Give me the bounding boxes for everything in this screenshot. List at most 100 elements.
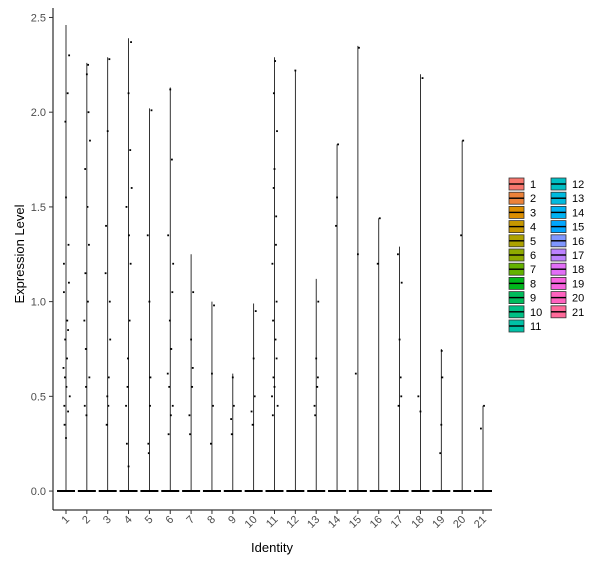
data-point — [313, 404, 316, 407]
data-point — [83, 404, 86, 407]
data-point — [147, 442, 150, 445]
data-point — [107, 376, 110, 379]
data-point — [272, 376, 275, 379]
violin-group — [474, 404, 492, 493]
data-point — [230, 418, 233, 420]
data-point — [275, 243, 277, 246]
data-point — [125, 404, 127, 407]
legend-label: 2 — [530, 193, 536, 205]
x-tick-label: 16 — [368, 514, 385, 531]
data-point — [275, 357, 278, 360]
data-point — [85, 385, 87, 388]
data-point — [251, 423, 254, 426]
violin-group — [182, 254, 201, 493]
violin-group — [119, 38, 138, 493]
violin-group — [140, 108, 159, 493]
data-point — [111, 490, 113, 492]
data-point — [125, 442, 128, 445]
data-point — [480, 427, 482, 430]
data-point — [361, 490, 363, 492]
legend-item: 6 — [508, 248, 536, 262]
data-point — [421, 77, 424, 79]
data-point — [192, 291, 195, 294]
data-point — [129, 262, 132, 265]
data-point — [105, 224, 107, 227]
x-tick-label: 20 — [451, 514, 468, 531]
x-tick-label: 18 — [409, 514, 426, 531]
data-point — [67, 329, 69, 331]
data-point — [382, 490, 384, 492]
data-point — [317, 300, 320, 303]
x-tick-label: 12 — [284, 514, 301, 531]
data-point — [256, 490, 259, 492]
data-point — [354, 372, 357, 375]
data-point — [68, 54, 71, 57]
data-point — [274, 60, 277, 62]
legend-label: 11 — [530, 321, 541, 333]
x-axis-title: Identity — [251, 540, 293, 555]
data-point — [89, 139, 91, 142]
legend-label: 4 — [530, 222, 536, 234]
legend-item: 9 — [508, 291, 536, 305]
data-point — [319, 490, 322, 492]
data-point — [171, 158, 173, 161]
data-point — [271, 395, 273, 398]
legend-item: 2 — [508, 191, 536, 205]
data-point — [68, 395, 71, 398]
legend-label: 9 — [530, 293, 536, 305]
data-point — [213, 304, 215, 307]
data-point — [167, 234, 170, 237]
legend-label: 20 — [572, 293, 584, 305]
data-point — [105, 423, 108, 426]
data-point — [90, 490, 92, 492]
data-point — [337, 143, 339, 146]
y-tick-label: 2.5 — [31, 12, 46, 24]
x-tick-label: 3 — [101, 514, 114, 527]
data-point — [126, 385, 129, 388]
data-point — [298, 490, 301, 492]
legend-item: 12 — [550, 177, 584, 191]
data-point — [63, 423, 66, 426]
data-point — [253, 395, 256, 398]
data-point — [146, 234, 149, 237]
data-point — [376, 262, 379, 265]
data-point — [211, 372, 213, 375]
data-point — [423, 490, 426, 492]
legend-label: 16 — [572, 236, 584, 248]
data-point — [194, 490, 197, 492]
violin-group — [57, 25, 75, 493]
data-point — [483, 404, 485, 407]
violin-group — [77, 62, 96, 493]
data-point — [191, 367, 194, 369]
legend-item: 3 — [508, 205, 536, 219]
data-point — [397, 404, 400, 407]
data-point — [130, 41, 132, 43]
legend-label: 17 — [572, 250, 584, 262]
data-point — [173, 490, 176, 492]
legend-item: 7 — [508, 262, 536, 276]
data-point — [129, 149, 132, 151]
violin-group — [328, 143, 347, 493]
legend-label: 10 — [530, 307, 542, 319]
data-point — [83, 319, 86, 322]
legend-label: 13 — [572, 193, 584, 205]
legend-label: 15 — [572, 222, 584, 234]
data-point — [272, 319, 274, 322]
data-point — [107, 404, 110, 407]
data-point — [252, 357, 255, 360]
data-point — [69, 490, 72, 492]
legend-label: 7 — [530, 264, 536, 276]
data-point — [402, 490, 405, 492]
data-point — [150, 109, 153, 112]
legend-item: 13 — [550, 191, 584, 205]
data-point — [148, 300, 151, 303]
data-point — [254, 310, 257, 312]
data-point — [275, 215, 278, 218]
data-point — [62, 367, 65, 369]
data-point — [439, 452, 442, 455]
violin-group — [307, 278, 326, 493]
violin-group — [223, 373, 242, 493]
data-point — [378, 217, 381, 220]
